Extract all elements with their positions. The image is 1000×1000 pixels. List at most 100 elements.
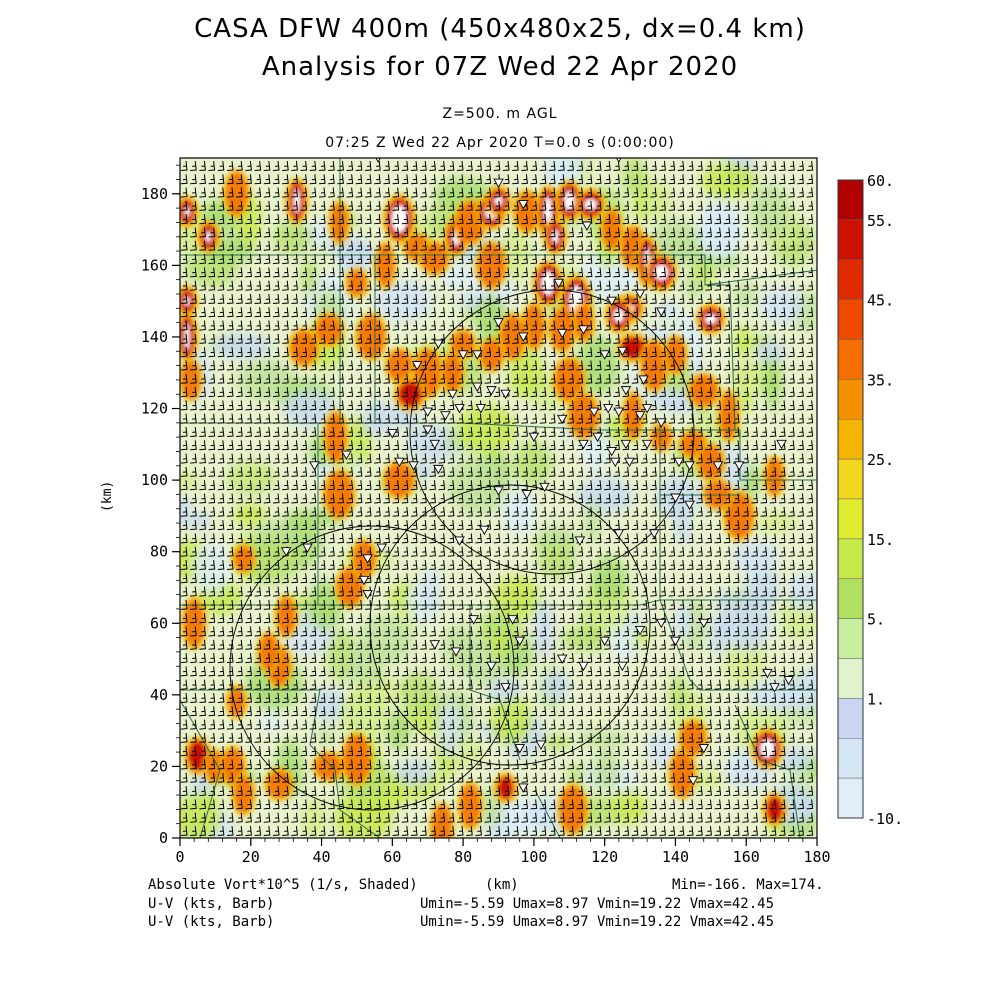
wind-barb (291, 706, 298, 717)
wind-barb (318, 506, 326, 517)
wind-barb (493, 533, 501, 544)
wind-barb (254, 586, 262, 597)
wind-barb (180, 347, 188, 358)
wind-barb (318, 786, 326, 797)
wind-barb (263, 254, 271, 265)
wind-barb (797, 692, 804, 703)
wind-barb (410, 719, 418, 730)
wind-barb (732, 732, 740, 743)
wind-barb (732, 214, 740, 225)
radar-station-marker (613, 407, 625, 418)
wind-barb (502, 586, 510, 597)
wind-barb (723, 480, 731, 491)
wind-barb (677, 679, 685, 690)
wind-barb (383, 333, 390, 344)
radar-station-marker (670, 493, 681, 503)
wind-barb (420, 653, 427, 664)
wind-barb (640, 520, 648, 531)
wind-barb (640, 825, 648, 836)
wind-barb (650, 573, 657, 584)
wind-barb (355, 825, 363, 836)
wind-barb (548, 480, 556, 491)
wind-barb (742, 679, 749, 690)
wind-barb (604, 466, 611, 477)
wind-barb (631, 413, 639, 424)
wind-barb (447, 772, 455, 783)
wind-barb (806, 360, 814, 371)
wind-barb (512, 413, 519, 424)
wind-barb (650, 347, 657, 358)
wind-barb (180, 240, 188, 251)
wind-barb (217, 613, 225, 624)
wind-barb (760, 214, 768, 225)
wind-barb (705, 639, 712, 650)
wind-barb (447, 440, 455, 451)
radar-station-marker (620, 439, 632, 450)
wind-barb (521, 559, 528, 570)
wind-barb (567, 214, 574, 225)
radar-station-marker (578, 661, 589, 672)
wind-barb (622, 706, 630, 717)
wind-barb (420, 347, 427, 358)
wind-barb (594, 214, 602, 225)
wind-barb (447, 812, 455, 823)
wind-barb (788, 174, 795, 185)
wind-barb (236, 174, 243, 185)
wind-barb (199, 772, 206, 783)
wind-barb (484, 426, 492, 437)
wind-barb (438, 586, 446, 597)
wind-barb (484, 599, 492, 610)
wind-barb (548, 293, 556, 304)
wind-barb (438, 506, 446, 517)
wind-barb (502, 174, 510, 185)
vorticity-cell-core (584, 199, 597, 210)
wind-barb (291, 626, 298, 637)
wind-barb (558, 679, 565, 690)
wind-barb (401, 174, 409, 185)
wind-barb (245, 520, 252, 531)
wind-barb (567, 347, 574, 358)
wind-barb (272, 586, 280, 597)
wind-barb (190, 599, 197, 610)
wind-barb (631, 706, 639, 717)
wind-barb (677, 586, 685, 597)
wind-barb (272, 333, 280, 344)
wind-barb (466, 520, 473, 531)
wind-barb (456, 453, 464, 464)
wind-barb (548, 759, 556, 770)
wind-barb (797, 613, 804, 624)
wind-barb (245, 546, 252, 557)
wind-barb (217, 214, 225, 225)
wind-barb (401, 320, 409, 331)
wind-barb (374, 466, 381, 477)
wind-barb (309, 626, 317, 637)
vorticity-cell (353, 541, 375, 577)
wind-barb (466, 293, 473, 304)
wind-barb (447, 506, 455, 517)
wind-barb (180, 586, 188, 597)
x-tick-label: 180 (803, 848, 830, 866)
wind-barb (245, 227, 252, 238)
wind-barb (806, 413, 814, 424)
vorticity-cell-core (391, 205, 407, 233)
wind-barb (576, 227, 584, 238)
wind-barb (466, 812, 473, 823)
wind-barb (686, 440, 694, 451)
wind-barb (180, 626, 188, 637)
wind-barb (429, 719, 436, 730)
wind-barb (466, 280, 473, 291)
wind-barb (420, 706, 427, 717)
wind-barb (328, 320, 335, 331)
wind-barb (650, 227, 657, 238)
wind-barb (346, 666, 354, 677)
wind-barb (466, 387, 473, 398)
wind-barb (236, 307, 243, 318)
wind-barb (631, 599, 639, 610)
wind-barb (438, 440, 446, 451)
wind-barb (493, 573, 501, 584)
wind-barb (668, 200, 676, 211)
wind-barb (613, 812, 620, 823)
wind-barb (254, 227, 262, 238)
wind-barb (521, 293, 528, 304)
wind-barb (723, 493, 731, 504)
